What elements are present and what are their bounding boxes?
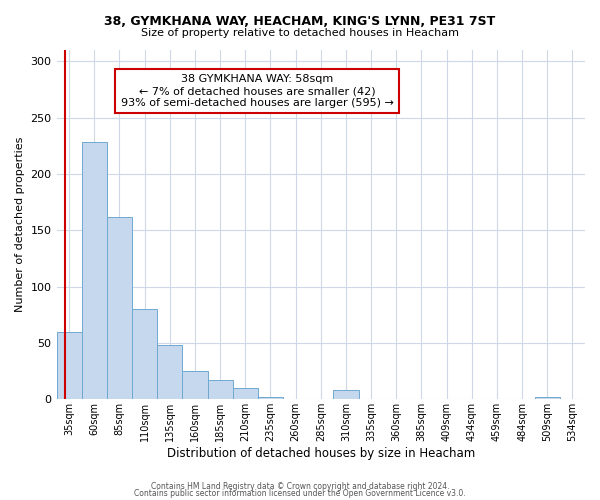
Text: Contains public sector information licensed under the Open Government Licence v3: Contains public sector information licen… xyxy=(134,490,466,498)
Bar xyxy=(82,142,107,400)
Bar xyxy=(208,380,233,400)
Text: Size of property relative to detached houses in Heacham: Size of property relative to detached ho… xyxy=(141,28,459,38)
Text: Contains HM Land Registry data © Crown copyright and database right 2024.: Contains HM Land Registry data © Crown c… xyxy=(151,482,449,491)
Bar xyxy=(157,345,182,400)
Bar xyxy=(132,309,157,400)
Bar xyxy=(107,217,132,400)
Bar xyxy=(334,390,359,400)
Bar xyxy=(182,371,208,400)
X-axis label: Distribution of detached houses by size in Heacham: Distribution of detached houses by size … xyxy=(167,447,475,460)
Text: 38, GYMKHANA WAY, HEACHAM, KING'S LYNN, PE31 7ST: 38, GYMKHANA WAY, HEACHAM, KING'S LYNN, … xyxy=(104,15,496,28)
Bar xyxy=(233,388,258,400)
Bar xyxy=(535,397,560,400)
Bar xyxy=(258,397,283,400)
Y-axis label: Number of detached properties: Number of detached properties xyxy=(15,137,25,312)
Text: 38 GYMKHANA WAY: 58sqm
← 7% of detached houses are smaller (42)
93% of semi-deta: 38 GYMKHANA WAY: 58sqm ← 7% of detached … xyxy=(121,74,394,108)
Bar xyxy=(56,332,82,400)
